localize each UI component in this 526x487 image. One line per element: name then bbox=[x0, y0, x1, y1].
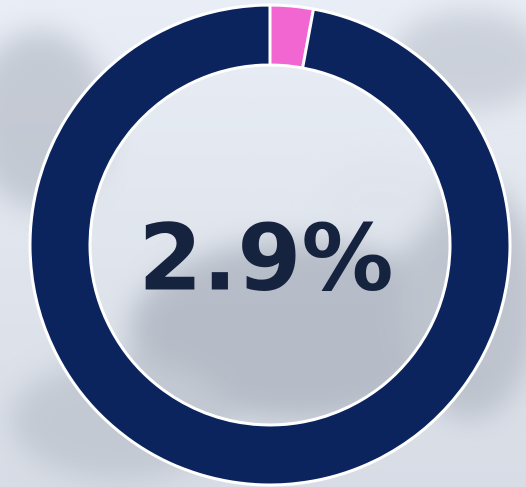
chart: 2.9% bbox=[0, 0, 526, 487]
center-label: 2.9% bbox=[138, 205, 393, 312]
page: {"chart_data": {"type": "donut", "values… bbox=[0, 0, 526, 487]
